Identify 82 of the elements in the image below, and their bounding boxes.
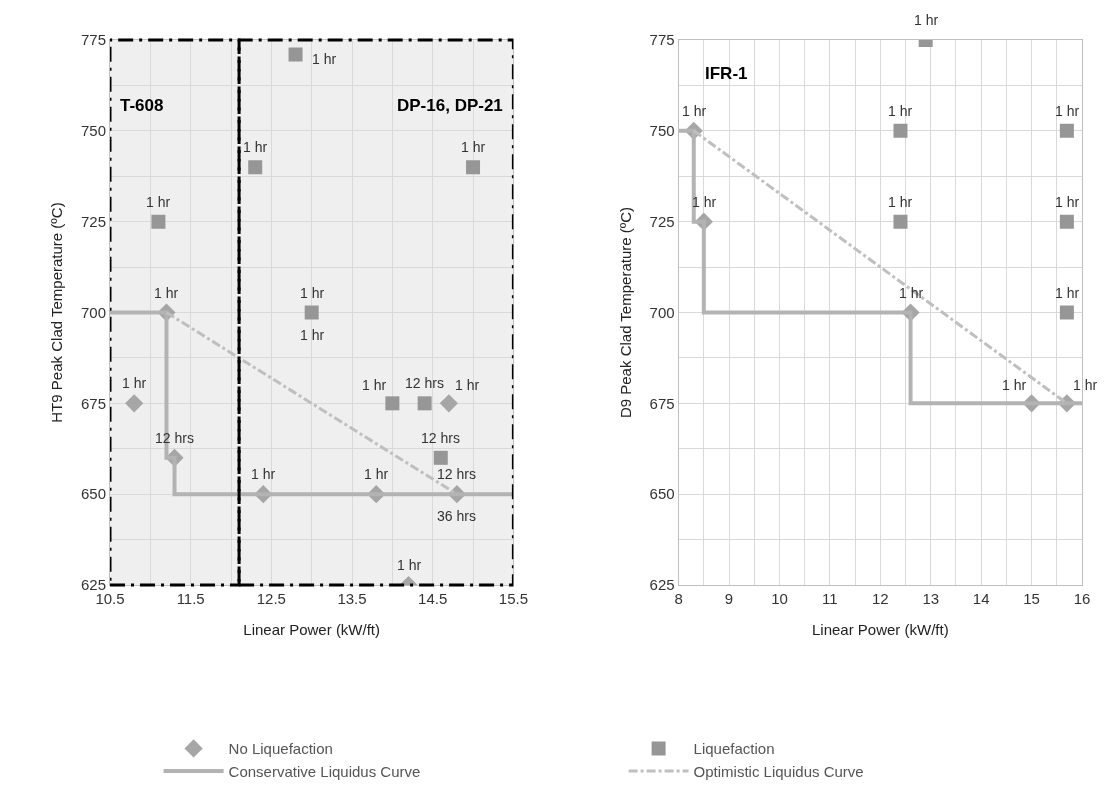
annotation: 1 hr bbox=[692, 194, 717, 210]
annotation: 1 hr bbox=[300, 327, 325, 343]
point bbox=[433, 450, 448, 465]
band-label: T-608 bbox=[120, 96, 164, 115]
x-tick-label: 10 bbox=[771, 590, 788, 607]
annotation: 1 hr bbox=[461, 139, 486, 155]
legend-label: Liquefaction bbox=[693, 740, 775, 758]
annotation: 12 hrs bbox=[421, 430, 460, 446]
point bbox=[1059, 214, 1074, 229]
annotation: 1 hr bbox=[154, 285, 179, 301]
annotation: 36 hrs bbox=[437, 508, 476, 524]
y-tick-label: 650 bbox=[80, 485, 106, 503]
point bbox=[417, 396, 432, 411]
point bbox=[125, 394, 144, 413]
x-tick-label: 11.5 bbox=[176, 590, 205, 607]
annotation: 1 hr bbox=[1002, 377, 1027, 393]
y-axis-title: D9 Peak Clad Temperature (ºC) bbox=[616, 206, 634, 419]
annotation: 1 hr bbox=[364, 466, 389, 482]
annotation: 12 hrs bbox=[405, 375, 444, 391]
point bbox=[288, 47, 303, 62]
annotation: 1 hr bbox=[1055, 103, 1080, 119]
x-tick-label: 12 bbox=[871, 590, 889, 607]
annotation: 1 hr bbox=[899, 285, 924, 301]
point bbox=[151, 214, 166, 229]
x-tick-label: 12.5 bbox=[256, 590, 286, 607]
x-tick-label: 8 bbox=[674, 590, 683, 607]
x-tick-label: 13.5 bbox=[337, 590, 367, 607]
y-tick-label: 700 bbox=[80, 303, 106, 321]
annotation: 1 hr bbox=[455, 377, 480, 393]
y-axis-title: HT9 Peak Clad Temperature (ºC) bbox=[48, 202, 66, 423]
point bbox=[304, 305, 319, 320]
y-tick-label: 675 bbox=[649, 394, 675, 412]
y-tick-label: 675 bbox=[80, 394, 106, 412]
annotation: 1 hr bbox=[1055, 285, 1080, 301]
y-tick-label: 650 bbox=[649, 485, 675, 503]
y-tick-label: 700 bbox=[649, 303, 675, 321]
point bbox=[248, 160, 263, 175]
x-tick-label: 14.5 bbox=[418, 590, 448, 607]
annotation: 12 hrs bbox=[437, 466, 476, 482]
annotation: 1 hr bbox=[1055, 194, 1080, 210]
text: IFR-1 bbox=[705, 64, 748, 83]
annotation: 1 hr bbox=[1073, 377, 1098, 393]
x-tick-label: 14 bbox=[972, 590, 990, 607]
y-tick-label: 725 bbox=[80, 212, 106, 230]
x-tick-label: 15.5 bbox=[498, 590, 528, 607]
point bbox=[385, 396, 400, 411]
annotation: 1 hr bbox=[682, 103, 707, 119]
x-axis-title: Linear Power (kW/ft) bbox=[811, 621, 949, 638]
y-tick-label: 775 bbox=[649, 31, 675, 49]
annotation: 12 hrs bbox=[155, 430, 194, 446]
x-tick-label: 15 bbox=[1023, 590, 1040, 607]
y-tick-label: 725 bbox=[649, 212, 675, 230]
annotation: 1 hr bbox=[888, 194, 913, 210]
point bbox=[893, 214, 908, 229]
point bbox=[466, 160, 481, 175]
x-tick-label: 13 bbox=[922, 590, 940, 607]
point bbox=[1059, 305, 1074, 320]
annotation: 1 hr bbox=[243, 139, 268, 155]
band-label: DP-16, DP-21 bbox=[397, 96, 503, 115]
annotation: 1 hr bbox=[914, 12, 939, 28]
annotation: 1 hr bbox=[312, 51, 337, 67]
legend-label: No Liquefaction bbox=[228, 740, 333, 758]
y-tick-label: 750 bbox=[649, 122, 675, 140]
point bbox=[1059, 123, 1074, 138]
x-tick-label: 11 bbox=[822, 590, 838, 607]
point bbox=[439, 394, 458, 413]
annotation: 1 hr bbox=[122, 375, 147, 391]
annotation: 1 hr bbox=[397, 557, 422, 573]
x-tick-label: 9 bbox=[724, 590, 734, 607]
y-tick-label: 625 bbox=[649, 576, 675, 594]
legend-label: Optimistic Liquidus Curve bbox=[693, 762, 864, 780]
point bbox=[893, 123, 908, 138]
annotation: 1 hr bbox=[251, 466, 276, 482]
x-axis-title: Linear Power (kW/ft) bbox=[243, 621, 381, 638]
y-tick-label: 775 bbox=[80, 31, 106, 49]
annotation: 1 hr bbox=[146, 194, 171, 210]
y-tick-label: 750 bbox=[80, 122, 106, 140]
legend-label: Conservative Liquidus Curve bbox=[228, 762, 421, 780]
annotation: 1 hr bbox=[888, 103, 913, 119]
annotation: 1 hr bbox=[300, 285, 325, 301]
annotation: 1 hr bbox=[362, 377, 387, 393]
x-tick-label: 16 bbox=[1073, 590, 1091, 607]
